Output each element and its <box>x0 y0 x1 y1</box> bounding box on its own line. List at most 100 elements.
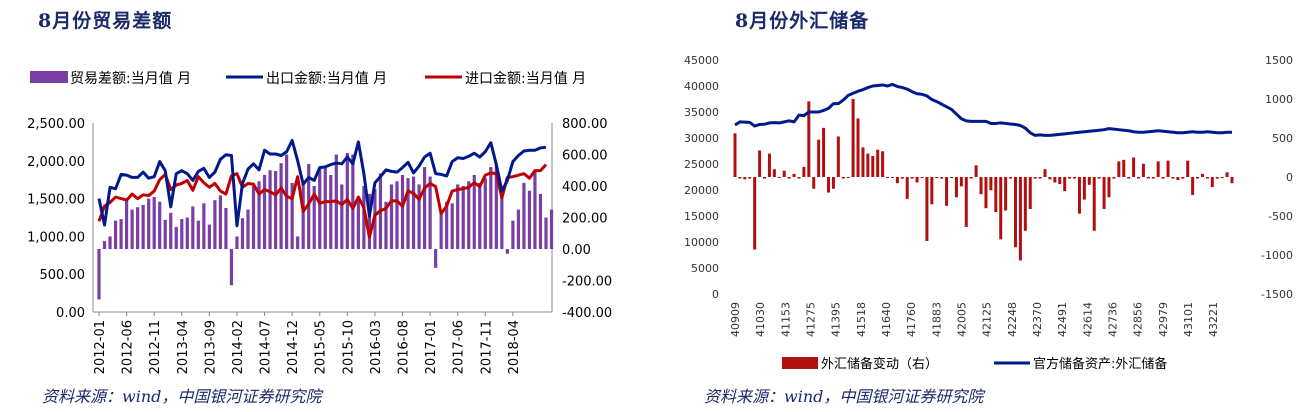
trade-balance-bar <box>472 174 476 249</box>
trade-balance-bar <box>279 163 283 249</box>
fx-change-bar <box>920 177 924 178</box>
left-y-tick-label: 1,000.00 <box>27 230 85 245</box>
x-tick-label: 2017-06 <box>452 320 467 374</box>
fx-change-bar <box>1151 177 1155 179</box>
fx-change-bar <box>1033 177 1037 179</box>
fx-change-bar <box>984 177 988 209</box>
right-chart-x-tick-label: 43221 <box>1207 302 1220 337</box>
fx-change-bar <box>1073 177 1077 179</box>
fx-change-bar <box>1132 157 1136 177</box>
trade-balance-bar <box>511 220 515 249</box>
trade-balance-bar <box>301 181 305 249</box>
fx-change-bar <box>748 177 752 179</box>
fx-change-bar <box>733 133 737 177</box>
fx-change-bar <box>753 177 757 250</box>
right-chart-right-tick-label: 1000 <box>1265 93 1293 106</box>
legend-label-imports: 进口金额:当月值 月 <box>465 71 586 87</box>
fx-change-bar <box>1200 173 1204 177</box>
fx-change-bar <box>1196 177 1200 179</box>
trade-balance-bar <box>516 209 521 249</box>
fx-change-bar <box>940 177 944 179</box>
right-chart-x-tick-label: 41640 <box>880 302 893 337</box>
x-tick-label: 2012-01 <box>93 320 108 374</box>
trade-balance-bar <box>428 176 432 249</box>
fx-change-bar <box>767 153 771 177</box>
right-y-tick-label: 200.00 <box>562 212 608 227</box>
fx-change-bar <box>900 177 904 179</box>
right-chart-left-tick-label: 25000 <box>684 158 719 171</box>
x-tick-label: 2015-10 <box>341 320 356 374</box>
fx-change-bar <box>1141 163 1145 177</box>
fx-change-bar <box>950 177 954 178</box>
right-chart-x-tick-label: 41153 <box>779 302 792 337</box>
left-source-note: 资料来源：wind，中国银河证券研究院 <box>42 387 322 406</box>
right-source-note: 资料来源：wind，中国银河证券研究院 <box>704 387 984 406</box>
fx-change-bar <box>1176 177 1180 181</box>
trade-balance-bar <box>136 207 140 249</box>
left-chart-title: 8月份贸易差额 <box>38 10 173 32</box>
left-y-tick-label: 0.00 <box>56 306 85 321</box>
right-chart-right-tick-label: 500 <box>1272 132 1293 145</box>
trade-balance-bar <box>124 200 129 249</box>
trade-balance-bar <box>158 201 162 249</box>
fx-change-bar <box>1205 177 1209 179</box>
fx-change-bar <box>772 169 776 177</box>
trade-balance-bar <box>329 174 333 249</box>
trade-balance-bar <box>400 174 405 249</box>
legend-label-exports: 出口金额:当月值 月 <box>266 71 387 87</box>
fx-change-bar <box>802 166 806 177</box>
fx-change-bar <box>1043 169 1047 177</box>
trade-balance-bar <box>323 167 327 249</box>
trade-balance-bar <box>180 219 184 249</box>
fx-change-bar <box>1161 177 1165 179</box>
trade-balance-bar <box>549 209 554 249</box>
right-y-tick-label: 400.00 <box>562 180 608 195</box>
trade-balance-bar <box>538 193 543 249</box>
fx-change-bar <box>846 177 850 178</box>
fx-change-bar <box>886 177 890 178</box>
right-chart-x-tick-label: 40909 <box>729 302 742 337</box>
right-chart-left-tick-label: 20000 <box>684 184 719 197</box>
fx-change-bar <box>935 177 939 178</box>
right-chart-left-tick-label: 40000 <box>684 80 719 93</box>
right-y-tick-label: -400.00 <box>562 306 612 321</box>
legend-label-fx-change: 外汇储备变动（右） <box>821 356 938 372</box>
fx-reserves-line <box>734 82 1232 137</box>
right-chart-title: 8月份外汇储备 <box>735 10 870 32</box>
fx-change-bar <box>1063 177 1067 192</box>
fx-change-bar <box>876 149 880 177</box>
fx-change-bar <box>763 177 767 179</box>
trade-balance-bar <box>102 241 107 249</box>
fx-change-bar <box>797 177 801 179</box>
trade-balance-bar <box>218 195 223 249</box>
trade-balance-bar <box>362 186 366 249</box>
trade-balance-bar <box>207 224 211 249</box>
fx-change-bar <box>812 177 816 189</box>
fx-change-bar <box>905 177 909 199</box>
trade-balance-bar <box>229 249 234 286</box>
fx-change-bar <box>817 139 821 177</box>
fx-change-bar <box>1122 159 1126 177</box>
trade-balance-bar <box>273 171 278 249</box>
x-tick-label: 2012-06 <box>121 320 136 374</box>
right-chart-right-tick-label: -1000 <box>1261 249 1293 262</box>
fx-change-bar <box>1087 177 1091 185</box>
trade-balance-bar <box>522 182 526 249</box>
fx-change-bar <box>1013 177 1017 248</box>
fx-change-bar <box>1191 177 1195 195</box>
trade-balance-bar <box>389 184 394 249</box>
fx-change-bar <box>792 173 796 177</box>
fx-change-bar <box>1112 177 1116 179</box>
right-chart-x-tick-label: 42005 <box>955 302 968 337</box>
right-chart-right-tick-label: -1500 <box>1261 288 1293 301</box>
trade-balance-bar <box>108 236 112 249</box>
fx-change-bar <box>738 177 742 179</box>
fx-change-bar <box>1181 177 1185 179</box>
legend-swatch-fx-change <box>782 357 818 369</box>
trade-balance-bar <box>202 203 206 249</box>
right-chart-x-tick-label: 42856 <box>1132 302 1145 337</box>
fx-change-bar <box>930 177 934 205</box>
fx-change-bar <box>1009 177 1013 179</box>
trade-balance-bar <box>544 217 548 249</box>
